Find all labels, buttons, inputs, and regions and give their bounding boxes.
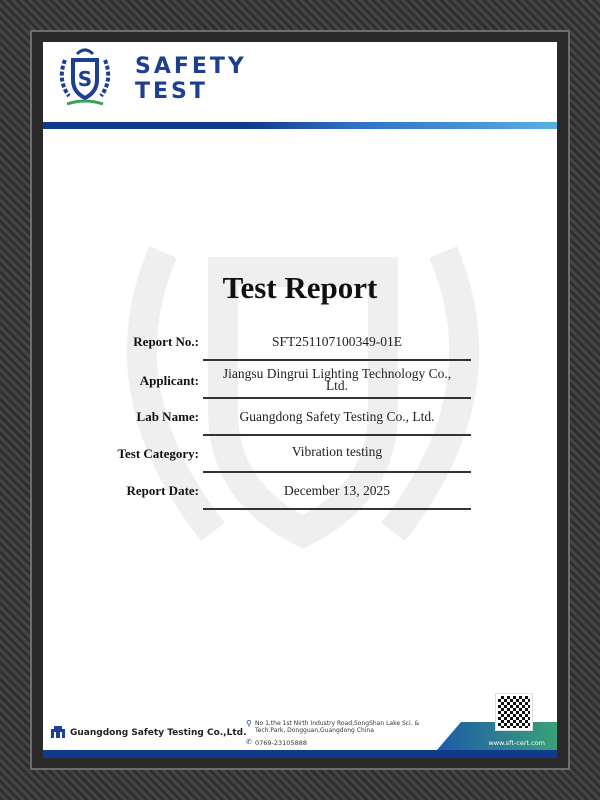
divider — [203, 508, 471, 510]
brand-line-1: SAFETY — [135, 54, 247, 79]
field-value: Guangdong Safety Testing Co., Ltd. — [239, 409, 435, 424]
field-value: December 13, 2025 — [283, 483, 391, 498]
field-lab-name: Lab Name: Guangdong Safety Testing Co., … — [43, 403, 557, 440]
field-value: SFT251107100349-01E — [271, 334, 402, 349]
page-title: Test Report — [222, 270, 378, 305]
phone-icon: ✆ — [246, 738, 252, 746]
field-label: Report No.: — [133, 334, 199, 349]
footer-bar — [43, 750, 557, 758]
field-test-category: Test Category: Vibration testing — [43, 440, 557, 477]
brand-name: SAFETY TEST — [135, 54, 247, 104]
divider — [203, 359, 471, 361]
header-bar — [43, 122, 557, 129]
divider — [203, 397, 471, 399]
field-applicant: Applicant: Jiangsu Dingrui Lighting Tech… — [43, 365, 557, 402]
svg-text:S: S — [78, 67, 92, 91]
field-label: Lab Name: — [136, 409, 199, 424]
safety-test-logo: S — [59, 48, 111, 106]
footer-address: No 1,the 1st Nirth Industry Road,SongSha… — [255, 720, 420, 734]
footer-company: Guangdong Safety Testing Co.,Ltd. — [70, 728, 247, 738]
field-label: Report Date: — [126, 483, 199, 498]
footer-phone: 0769-23105888 — [255, 739, 307, 747]
field-report-no: Report No.: SFT251107100349-01E — [43, 328, 557, 365]
field-label: Test Category: — [117, 446, 199, 461]
field-value: Vibration testing — [291, 444, 383, 459]
footer-website[interactable]: www.sft-cert.com — [488, 739, 545, 747]
location-pin-icon: ⚲ — [246, 719, 252, 728]
brand-line-2: TEST — [135, 79, 208, 104]
report-page: S SAFETY TEST Test Report Report No.: SF… — [43, 42, 557, 758]
field-report-date: Report Date: December 13, 2025 — [43, 477, 557, 514]
field-label: Applicant: — [139, 373, 199, 388]
building-icon — [51, 726, 65, 738]
field-value: Jiangsu Dingrui Lighting Technology Co.,… — [222, 366, 452, 393]
footer: Guangdong Safety Testing Co.,Ltd. ⚲ No 1… — [43, 682, 557, 758]
watermark-emblem — [126, 246, 480, 549]
qr-code — [495, 693, 533, 731]
divider — [203, 434, 471, 436]
divider — [203, 471, 471, 473]
